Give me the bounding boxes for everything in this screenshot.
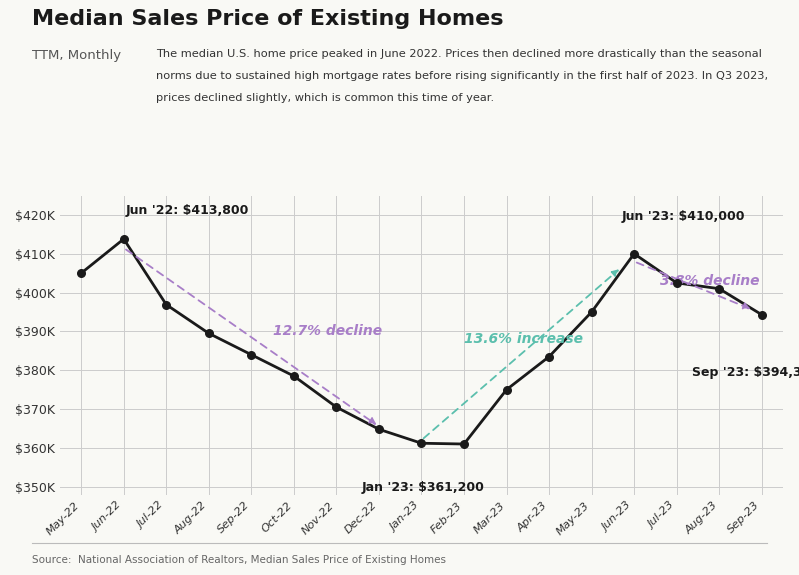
Text: 12.7% decline: 12.7% decline: [272, 324, 382, 339]
Text: Jun '23: $410,000: Jun '23: $410,000: [622, 210, 745, 223]
Text: Jun '22: $413,800: Jun '22: $413,800: [126, 204, 249, 217]
Point: [288, 371, 300, 381]
Point: [415, 439, 428, 448]
Point: [160, 300, 173, 309]
Text: Sep '23: $394,300: Sep '23: $394,300: [692, 366, 799, 380]
Text: prices declined slightly, which is common this time of year.: prices declined slightly, which is commo…: [156, 93, 494, 102]
Point: [628, 249, 641, 258]
Point: [713, 284, 725, 293]
Point: [585, 308, 598, 317]
Text: TTM, Monthly: TTM, Monthly: [32, 49, 121, 62]
Point: [500, 385, 513, 394]
Point: [458, 439, 471, 448]
Point: [245, 350, 258, 359]
Text: Source:  National Association of Realtors, Median Sales Price of Existing Homes: Source: National Association of Realtors…: [32, 555, 446, 565]
Point: [372, 425, 385, 434]
Point: [755, 310, 768, 319]
Text: Median Sales Price of Existing Homes: Median Sales Price of Existing Homes: [32, 9, 503, 29]
Text: 3.8% decline: 3.8% decline: [660, 274, 759, 288]
Text: The median U.S. home price peaked in June 2022. Prices then declined more drasti: The median U.S. home price peaked in Jun…: [156, 49, 761, 59]
Point: [75, 269, 88, 278]
Text: 13.6% increase: 13.6% increase: [464, 332, 583, 346]
Point: [670, 278, 683, 288]
Text: norms due to sustained high mortgage rates before rising significantly in the fi: norms due to sustained high mortgage rat…: [156, 71, 768, 80]
Text: Jan '23: $361,200: Jan '23: $361,200: [362, 481, 485, 494]
Point: [330, 402, 343, 412]
Point: [202, 329, 215, 338]
Point: [117, 235, 130, 244]
Point: [543, 352, 555, 361]
